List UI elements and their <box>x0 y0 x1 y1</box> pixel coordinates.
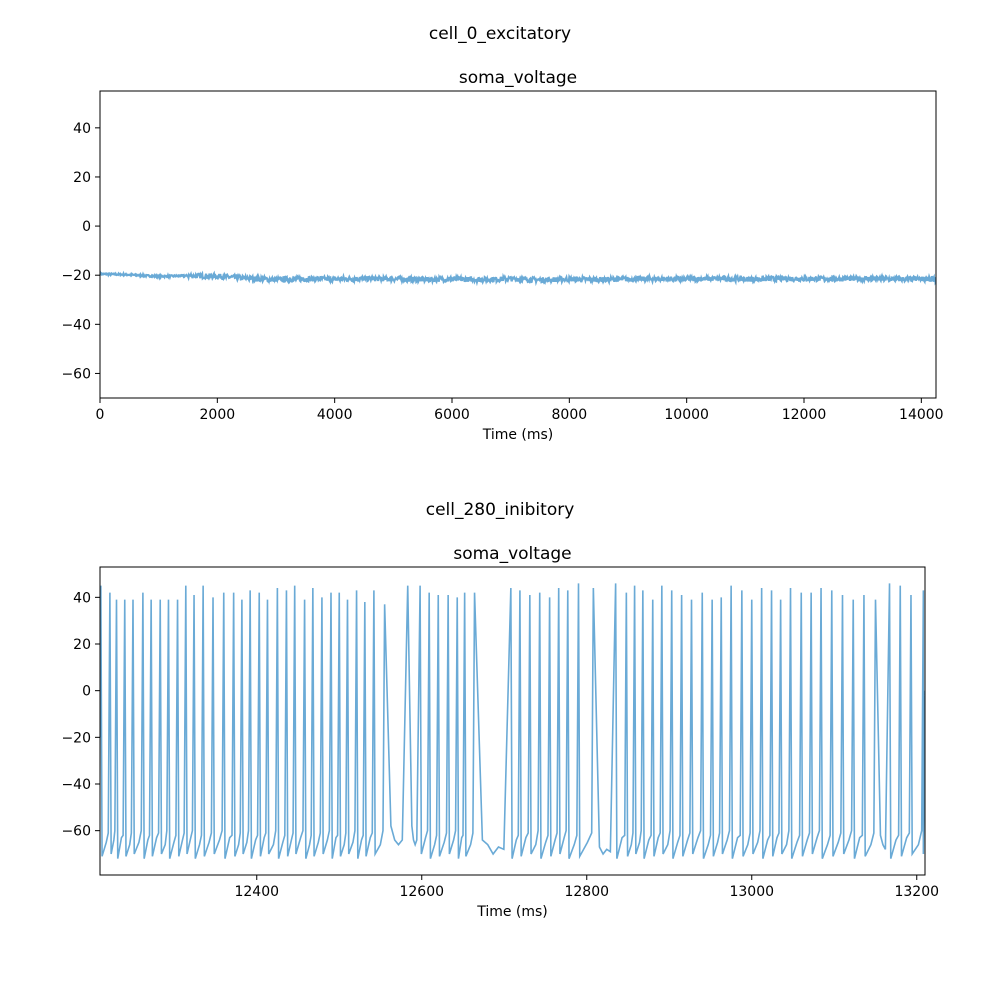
y-tick-label: −60 <box>61 824 91 840</box>
axes-frame <box>99 90 937 399</box>
chart-title: soma_voltage <box>453 544 571 564</box>
x-tick-label: 12400 <box>234 884 279 900</box>
x-tick-label: 13000 <box>729 884 774 900</box>
x-tick-label: 8000 <box>552 407 588 423</box>
y-tick-label: 40 <box>73 121 91 137</box>
y-tick-label: −20 <box>61 268 91 284</box>
x-tick-label: 4000 <box>317 407 353 423</box>
x-tick-label: 12000 <box>782 407 827 423</box>
y-tick-label: −20 <box>61 730 91 746</box>
y-tick-label: 20 <box>73 637 91 653</box>
voltage-trace <box>100 583 925 860</box>
figure-title-2: cell_280_inibitory <box>425 500 575 520</box>
x-tick-label: 2000 <box>200 407 236 423</box>
y-tick-label: 0 <box>82 684 91 700</box>
x-axis-label: Time (ms) <box>476 904 548 920</box>
x-tick-label: 10000 <box>664 407 709 423</box>
y-tick-label: −60 <box>61 366 91 382</box>
x-axis-label: Time (ms) <box>482 427 554 443</box>
x-tick-label: 12800 <box>564 884 609 900</box>
axes-frame <box>99 566 926 876</box>
x-tick-label: 13200 <box>894 884 939 900</box>
x-tick-label: 14000 <box>899 407 944 423</box>
y-tick-label: 40 <box>73 590 91 606</box>
chart-title: soma_voltage <box>459 68 577 88</box>
y-tick-label: 20 <box>73 170 91 186</box>
inhibitory-soma-voltage-chart: soma_voltage 12400 12600 12800 13000 13200 −60… <box>61 544 939 920</box>
x-tick-label: 6000 <box>434 407 470 423</box>
x-tick-label: 12600 <box>399 884 444 900</box>
y-tick-label: −40 <box>61 317 91 333</box>
excitatory-soma-voltage-chart: soma_voltage 0 2000 4000 6000 8000 10000 12000 1… <box>61 68 944 443</box>
y-tick-label: −40 <box>61 777 91 793</box>
voltage-trace <box>100 270 936 287</box>
y-tick-label: 0 <box>82 219 91 235</box>
x-tick-label: 0 <box>96 407 105 423</box>
figure-title-1: cell_0_excitatory <box>428 24 572 44</box>
